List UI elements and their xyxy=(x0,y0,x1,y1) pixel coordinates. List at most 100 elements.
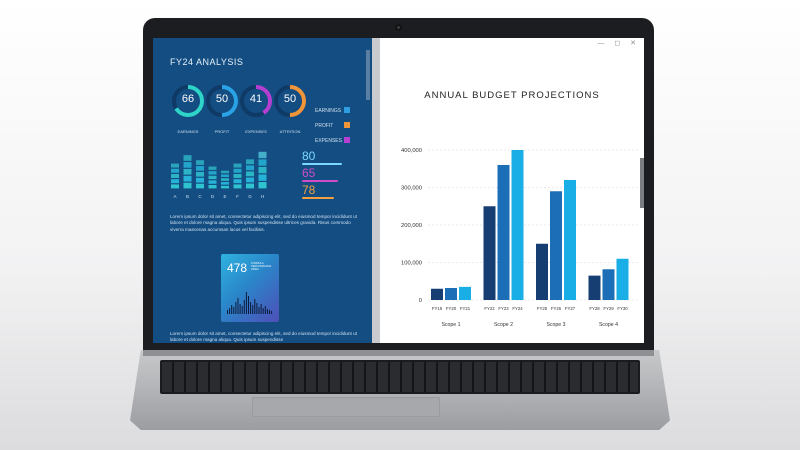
y-tick-label: 200,000 xyxy=(401,223,422,229)
stat-value: 65 xyxy=(302,166,316,180)
group-label: Scope 2 xyxy=(494,322,513,328)
spark-bar xyxy=(227,310,228,314)
performance-card[interactable]: 478 FORMULA PERFORMANCE INDEX xyxy=(221,254,279,322)
spark-bar xyxy=(235,302,237,314)
body-paragraph-2: Lorem ipsum dolor sit amet, consectetur … xyxy=(170,331,357,343)
bar-fy26 xyxy=(550,191,562,300)
donut-label: EARNINGS xyxy=(177,129,199,134)
mini-bar-label: E xyxy=(223,194,227,199)
analysis-pane: FY24 ANALYSIS 66 EARNINGS 50 PROFIT 41 EXPENS… xyxy=(153,38,372,343)
x-tick-label: FY29 xyxy=(603,306,614,311)
bar-fy29 xyxy=(602,269,615,300)
spark-bar xyxy=(264,306,266,314)
x-tick-label: FY23 xyxy=(498,306,509,311)
x-tick-label: FY30 xyxy=(617,306,628,311)
y-tick-label: 0 xyxy=(419,298,422,304)
y-tick-label: 100,000 xyxy=(401,261,422,267)
screen: FY24 ANALYSIS 66 EARNINGS 50 PROFIT 41 EXPENS… xyxy=(153,38,644,343)
donut-label: EXPENSES xyxy=(245,129,267,134)
spark-bar xyxy=(245,292,247,314)
mini-bar xyxy=(171,163,179,189)
laptop-hinge xyxy=(143,350,654,356)
trackpad xyxy=(252,397,440,417)
donut-value: 41 xyxy=(249,93,263,105)
mini-bar xyxy=(233,163,242,189)
bar-fy22 xyxy=(483,206,496,300)
mini-bar-label: H xyxy=(260,194,265,199)
y-tick-label: 300,000 xyxy=(401,186,422,192)
mini-bar-label: D xyxy=(210,194,215,199)
spark-bar xyxy=(266,309,268,314)
sparkline-chart xyxy=(227,292,273,314)
legend-swatch xyxy=(344,122,350,128)
mini-bar-label: A xyxy=(173,194,177,199)
bar-fy25 xyxy=(536,243,548,300)
spark-bar xyxy=(258,307,260,314)
mini-bar xyxy=(258,151,267,189)
x-tick-label: FY28 xyxy=(589,306,600,311)
legend-swatch xyxy=(344,137,350,143)
stat-underline xyxy=(302,180,338,182)
mini-bar-label: G xyxy=(248,194,252,199)
x-tick-label: FY21 xyxy=(460,306,471,311)
spark-bar xyxy=(262,308,264,314)
x-tick-label: FY25 xyxy=(537,306,548,311)
mini-bar xyxy=(196,160,204,189)
x-tick-label: FY20 xyxy=(446,306,457,311)
y-tick-label: 400,000 xyxy=(401,148,422,154)
spark-bar xyxy=(252,305,254,314)
mini-bar xyxy=(246,159,254,189)
mini-bar-label: F xyxy=(236,194,239,199)
bar-fy24 xyxy=(511,150,524,300)
legend-label: EXPENSES xyxy=(315,138,342,144)
legend-label: PROFIT xyxy=(315,123,334,129)
group-label: Scope 3 xyxy=(546,322,565,328)
spark-bar xyxy=(271,311,273,314)
mini-bar xyxy=(183,155,192,189)
stat-value: 80 xyxy=(302,149,316,163)
donut-value: 50 xyxy=(215,93,229,105)
window-controls[interactable]: — ◻ ✕ xyxy=(597,40,640,47)
bar-fy30 xyxy=(616,258,629,300)
budget-chart-pane: — ◻ ✕ ANNUAL BUDGET PROJECTIONS 0 100,000… xyxy=(380,38,644,343)
donut-expenses: 41 xyxy=(239,84,273,118)
stat-underline xyxy=(302,197,334,199)
group-label: Scope 4 xyxy=(599,322,618,328)
group-label: Scope 1 xyxy=(441,322,460,328)
spark-bar xyxy=(260,304,262,314)
donut-earnings: 66 xyxy=(171,84,205,118)
donut-arc xyxy=(240,85,272,117)
x-tick-label: FY22 xyxy=(484,306,495,311)
spark-bar xyxy=(237,298,239,314)
bar-fy19 xyxy=(431,288,443,300)
bar-fy28 xyxy=(588,275,601,300)
card-value: 478 xyxy=(227,261,248,275)
bar-fy27 xyxy=(564,180,576,300)
laptop-lid: FY24 ANALYSIS 66 EARNINGS 50 PROFIT 41 EXPENS… xyxy=(143,18,654,352)
card-subtitle: FORMULA PERFORMANCE INDEX xyxy=(251,262,272,272)
donut-arc xyxy=(172,85,204,117)
body-paragraph: Lorem ipsum dolor sit amet, consectetur … xyxy=(170,214,357,232)
legend-swatch xyxy=(344,107,350,113)
split-divider[interactable] xyxy=(372,38,380,343)
spark-bar xyxy=(254,299,256,314)
spark-bar xyxy=(231,305,233,314)
donut-value: 66 xyxy=(181,93,195,105)
left-scrollbar[interactable] xyxy=(366,50,370,100)
donut-value: 50 xyxy=(283,93,297,105)
panel-title: FY24 ANALYSIS xyxy=(170,57,244,67)
spark-bar xyxy=(239,304,241,314)
donut-attrition: 50 xyxy=(273,84,307,118)
bar-fy20 xyxy=(445,288,457,300)
right-scrollbar[interactable] xyxy=(640,158,644,208)
mini-bar-label: B xyxy=(185,194,189,199)
donut-profit: 50 xyxy=(205,84,239,118)
spark-bar xyxy=(243,300,245,314)
legend-label: EARNINGS xyxy=(315,108,342,114)
bar-fy23 xyxy=(497,165,510,300)
x-tick-label: FY24 xyxy=(512,306,523,311)
spark-bar xyxy=(233,307,235,314)
bar-fy21 xyxy=(459,286,471,300)
donut-arc xyxy=(206,85,238,117)
